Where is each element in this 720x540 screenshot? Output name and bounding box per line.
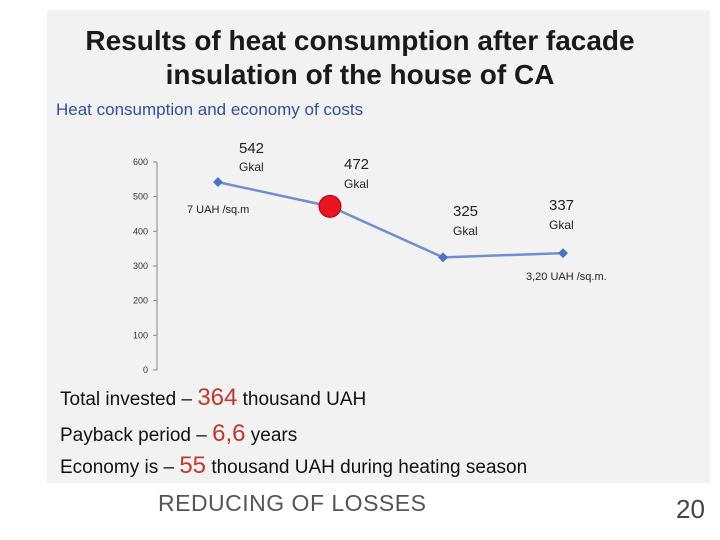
data-label-unit-4: Gkal xyxy=(549,218,574,232)
footer-heading: REDUCING OF LOSSES xyxy=(158,490,427,516)
payback-value: 6,6 xyxy=(212,420,246,447)
y-tick-label: 400 xyxy=(133,226,148,236)
y-tick-label: 600 xyxy=(133,157,148,167)
data-point-1 xyxy=(213,177,223,188)
data-label-value-2: 472 xyxy=(344,156,369,173)
annotation-first: 7 UAH /sq.m xyxy=(187,204,249,216)
y-tick-label: 200 xyxy=(133,296,148,306)
y-tick-label: 0 xyxy=(143,365,148,375)
data-label-unit-2: Gkal xyxy=(344,177,369,191)
title-line-2: insulation of the house of CA xyxy=(165,59,555,90)
invested-prefix: Total invested – xyxy=(60,389,193,410)
data-point-2 xyxy=(318,194,342,218)
economy-prefix: Economy is – xyxy=(60,457,175,478)
heat-consumption-line xyxy=(217,180,564,259)
summary-payback: Payback period – 6,6 years xyxy=(60,420,297,448)
title-line-1: Results of heat consumption after facade xyxy=(85,25,635,56)
slide-title: Results of heat consumption after facade… xyxy=(0,24,720,92)
data-point-3 xyxy=(438,252,448,263)
chart-title: Heat consumption and economy of costs xyxy=(56,100,364,119)
data-label-value-3: 325 xyxy=(453,203,478,220)
payback-prefix: Payback period – xyxy=(60,425,207,446)
economy-suffix: thousand UAH during heating season xyxy=(211,457,528,478)
data-point-4 xyxy=(558,248,568,259)
invested-suffix: thousand UAH xyxy=(242,389,367,410)
y-tick-label: 500 xyxy=(133,192,148,202)
invested-value: 364 xyxy=(197,384,238,411)
economy-value: 55 xyxy=(179,452,207,479)
page-number: 20 xyxy=(676,494,705,524)
y-tick-label: 100 xyxy=(133,330,148,340)
annotation-last: 3,20 UAH /sq.m. xyxy=(526,271,607,283)
data-label-unit-1: Gkal xyxy=(239,160,264,174)
summary-invested: Total invested – 364 thousand UAH xyxy=(60,384,366,412)
y-tick-label: 300 xyxy=(133,261,148,271)
payback-suffix: years xyxy=(250,425,298,446)
data-label-unit-3: Gkal xyxy=(453,224,478,238)
data-label-value-4: 337 xyxy=(549,197,574,214)
data-label-value-1: 542 xyxy=(239,140,264,157)
summary-economy: Economy is – 55 thousand UAH during heat… xyxy=(60,452,527,480)
